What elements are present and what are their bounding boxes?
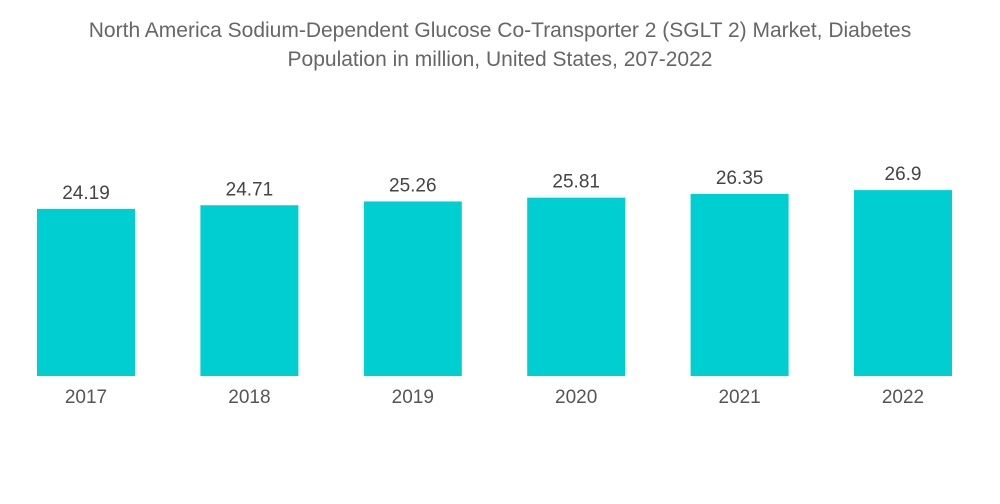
x-tick-label-2017: 2017 xyxy=(65,387,107,408)
value-label-2017: 24.19 xyxy=(62,183,110,204)
chart-title: North America Sodium-Dependent Glucose C… xyxy=(0,16,1000,74)
x-tick-label-2019: 2019 xyxy=(392,387,434,408)
value-label-2018: 24.71 xyxy=(226,179,274,200)
bar-2021 xyxy=(690,193,789,376)
bar-2019 xyxy=(363,201,462,376)
bar-2020 xyxy=(527,197,626,376)
x-tick-label-2021: 2021 xyxy=(718,387,760,408)
x-tick-label-2018: 2018 xyxy=(228,387,270,408)
bar-2018 xyxy=(200,205,299,376)
chart-title-line1: North America Sodium-Dependent Glucose C… xyxy=(88,19,912,42)
x-tick-label-2022: 2022 xyxy=(882,387,924,408)
value-label-2020: 25.81 xyxy=(552,172,600,193)
value-label-2021: 26.35 xyxy=(716,168,764,189)
value-label-2022: 26.9 xyxy=(885,164,922,185)
x-tick-label-2020: 2020 xyxy=(555,387,597,408)
chart-title-line2: Population in million, United States, 20… xyxy=(287,48,713,71)
value-label-2019: 25.26 xyxy=(389,175,437,196)
bar-2022 xyxy=(854,190,952,376)
bar-2017 xyxy=(37,208,135,376)
